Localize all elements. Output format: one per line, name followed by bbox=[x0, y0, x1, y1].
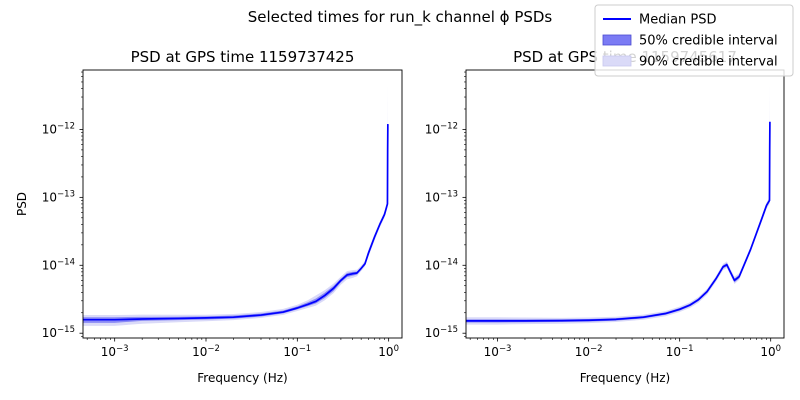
legend-entry-label: Median PSD bbox=[639, 13, 717, 28]
y-tick-label: 10−13 bbox=[425, 189, 458, 204]
median-psd-line bbox=[466, 121, 771, 322]
panel-1: 10−3 10−2 10−1 100 10−12 10−13 10−14 10−15 PSD a… bbox=[15, 48, 403, 385]
x-tick-label: 10−2 bbox=[192, 344, 220, 359]
figure-suptitle: Selected times for run_k channel ϕ PSDs bbox=[248, 8, 553, 27]
x-tick-label: 10−3 bbox=[101, 344, 129, 359]
legend-50-swatch bbox=[602, 34, 632, 46]
y-tick-label: 10−14 bbox=[42, 257, 75, 272]
legend-frame bbox=[594, 4, 794, 77]
y-tick-label: 10−13 bbox=[42, 189, 75, 204]
band-50-credible bbox=[466, 117, 770, 323]
y-tick-label: 10−12 bbox=[425, 121, 458, 136]
band-90-credible bbox=[83, 83, 388, 326]
y-tick-label: 10−15 bbox=[42, 325, 75, 340]
x-tick-label: 10−1 bbox=[666, 344, 694, 359]
x-axis-label: Frequency (Hz) bbox=[580, 371, 671, 385]
x-tick-label: 10−2 bbox=[575, 344, 603, 359]
y-tick-label: 10−14 bbox=[425, 257, 458, 272]
x-tick-label: 100 bbox=[378, 344, 399, 359]
x-axis: 10−3 10−2 10−1 100 bbox=[86, 338, 399, 359]
axes-frame bbox=[465, 69, 785, 339]
axes-frame bbox=[82, 69, 403, 339]
band-50-credible bbox=[83, 119, 388, 323]
x-axis-label: Frequency (Hz) bbox=[197, 371, 288, 385]
x-tick-label: 100 bbox=[760, 344, 781, 359]
y-axis-label: PSD bbox=[15, 192, 29, 216]
legend-entry-label: 50% credible interval bbox=[639, 34, 778, 49]
subplots: 10−3 10−2 10−1 100 10−12 10−13 10−14 10−15 PSD a… bbox=[15, 48, 785, 385]
median-psd-line bbox=[83, 124, 389, 321]
legend-entry-label: 90% credible interval bbox=[639, 55, 778, 70]
x-tick-label: 10−3 bbox=[484, 344, 512, 359]
y-axis: 10−12 10−13 10−14 10−15 bbox=[42, 71, 83, 340]
y-axis: 10−12 10−13 10−14 10−15 bbox=[425, 71, 466, 340]
legend: Median PSD 50% credible interval 90% credi… bbox=[594, 4, 794, 77]
panel-title: PSD at GPS time 1159737425 bbox=[131, 48, 355, 66]
legend-90-swatch bbox=[602, 55, 632, 67]
y-tick-label: 10−12 bbox=[42, 121, 75, 136]
y-tick-label: 10−15 bbox=[425, 325, 458, 340]
band-90-credible bbox=[466, 83, 770, 325]
x-axis: 10−3 10−2 10−1 100 bbox=[469, 338, 781, 359]
x-tick-label: 10−1 bbox=[283, 344, 311, 359]
